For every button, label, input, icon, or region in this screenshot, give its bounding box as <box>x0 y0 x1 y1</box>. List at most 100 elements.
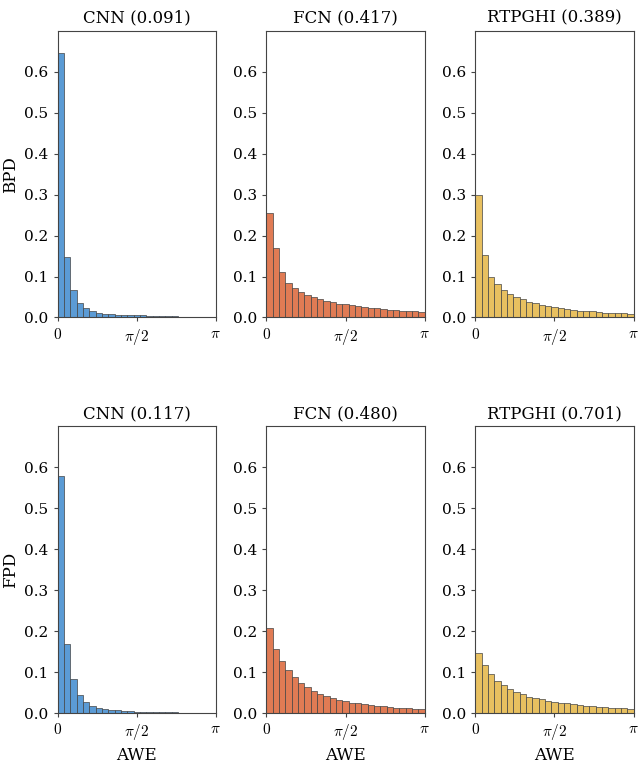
Bar <box>285 283 292 318</box>
Title: RTPGHI (0.701): RTPGHI (0.701) <box>487 405 622 422</box>
Bar <box>77 303 83 318</box>
Bar <box>152 316 159 318</box>
Bar <box>532 698 539 713</box>
X-axis label: AWE: AWE <box>325 746 366 763</box>
Bar <box>342 702 349 713</box>
Bar <box>589 706 596 713</box>
Bar <box>488 277 494 318</box>
X-axis label: AWE: AWE <box>534 746 575 763</box>
Bar <box>95 708 102 713</box>
Bar <box>89 311 95 318</box>
Bar <box>476 653 482 713</box>
Bar <box>419 709 425 713</box>
Bar <box>482 665 488 713</box>
Bar <box>342 304 349 318</box>
Bar <box>507 294 513 318</box>
Bar <box>557 703 564 713</box>
Bar <box>380 309 387 318</box>
Bar <box>108 314 115 318</box>
Bar <box>526 696 532 713</box>
Y-axis label: FPD: FPD <box>2 551 19 588</box>
Bar <box>330 698 336 713</box>
Bar <box>374 308 380 318</box>
Bar <box>387 310 393 318</box>
Bar <box>412 311 419 318</box>
Bar <box>362 307 368 318</box>
Title: FCN (0.480): FCN (0.480) <box>293 405 398 422</box>
Bar <box>349 703 355 713</box>
Bar <box>115 314 121 318</box>
Bar <box>380 706 387 713</box>
Bar <box>165 316 172 318</box>
Bar <box>393 708 399 713</box>
Bar <box>608 708 614 713</box>
Bar <box>564 703 570 713</box>
Bar <box>279 272 285 318</box>
Bar <box>102 314 108 318</box>
Bar <box>83 702 89 713</box>
Bar <box>184 317 191 318</box>
Bar <box>627 709 634 713</box>
Bar <box>551 702 557 713</box>
Bar <box>513 297 520 318</box>
Bar <box>368 308 374 318</box>
Bar <box>58 476 64 713</box>
Bar <box>146 316 152 318</box>
Bar <box>292 288 298 318</box>
X-axis label: AWE: AWE <box>116 746 157 763</box>
Bar <box>83 308 89 318</box>
Bar <box>152 712 159 713</box>
Bar <box>89 706 95 713</box>
Bar <box>570 310 577 318</box>
Bar <box>387 707 393 713</box>
Bar <box>577 705 583 713</box>
Title: CNN (0.091): CNN (0.091) <box>83 9 191 26</box>
Bar <box>596 312 602 318</box>
Bar <box>349 305 355 318</box>
Bar <box>488 674 494 713</box>
Bar <box>583 706 589 713</box>
Bar <box>577 311 583 318</box>
Bar <box>406 709 412 713</box>
Bar <box>317 693 323 713</box>
Bar <box>323 696 330 713</box>
Bar <box>127 711 134 713</box>
Bar <box>305 687 311 713</box>
Bar <box>406 311 412 318</box>
Bar <box>564 309 570 318</box>
Bar <box>273 649 279 713</box>
Bar <box>77 695 83 713</box>
Bar <box>374 706 380 713</box>
Bar <box>520 299 526 318</box>
Bar <box>64 257 70 318</box>
Bar <box>311 691 317 713</box>
Bar <box>476 195 482 318</box>
Bar <box>602 313 608 318</box>
Bar <box>399 311 406 318</box>
Bar <box>513 692 520 713</box>
Bar <box>532 303 539 318</box>
Bar <box>621 709 627 713</box>
Bar <box>191 317 197 318</box>
Bar <box>627 314 634 318</box>
Bar <box>551 308 557 318</box>
Bar <box>64 644 70 713</box>
Title: FCN (0.417): FCN (0.417) <box>293 9 398 26</box>
Bar <box>279 661 285 713</box>
Bar <box>140 712 146 713</box>
Bar <box>323 301 330 318</box>
Bar <box>292 677 298 713</box>
Bar <box>520 694 526 713</box>
Bar <box>368 705 374 713</box>
Bar <box>58 53 64 318</box>
Bar <box>330 302 336 318</box>
Bar <box>115 710 121 713</box>
Bar <box>178 317 184 318</box>
Bar <box>393 310 399 318</box>
Bar <box>108 710 115 713</box>
Bar <box>140 315 146 318</box>
Y-axis label: BPD: BPD <box>2 156 19 193</box>
Bar <box>311 297 317 318</box>
Bar <box>298 292 305 318</box>
Bar <box>285 670 292 713</box>
